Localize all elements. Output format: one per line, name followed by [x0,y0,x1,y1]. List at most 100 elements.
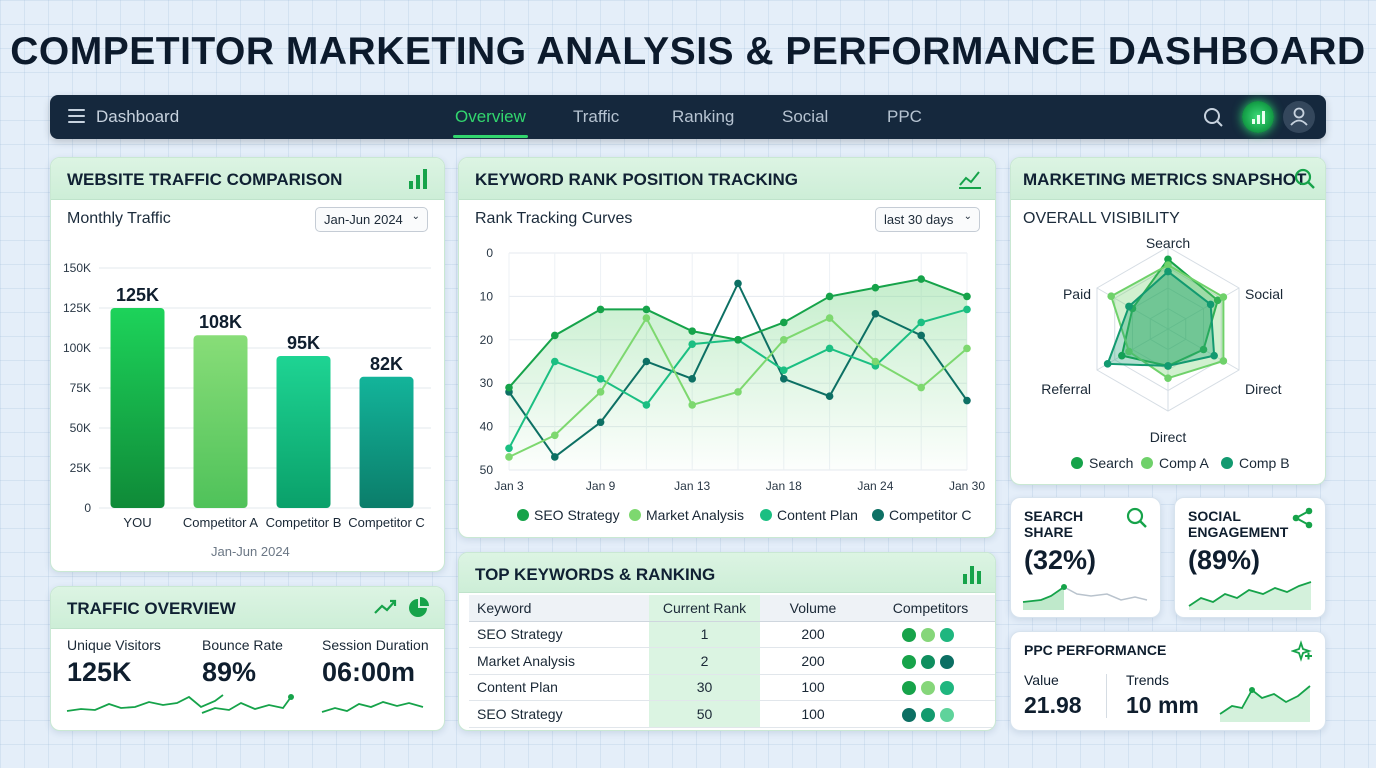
x-tick-label: Jan 18 [766,479,802,493]
rank-cell: 2 [649,647,760,675]
tab-overview[interactable]: Overview [453,107,528,138]
radar-axis-label: Direct [1245,381,1282,397]
rank-tracking-heading: KEYWORD RANK POSITION TRACKING [475,170,798,189]
top-nav: Dashboard Overview Traffic Ranking Socia… [50,95,1326,139]
series-point [917,331,925,340]
x-tick-label: Competitor B [266,515,342,530]
ppc-divider [1106,674,1107,718]
radar-point [1107,292,1115,300]
radar-point [1164,374,1172,382]
series-point [551,453,559,461]
radar-point [1125,347,1133,356]
keyword-cell: SEO Strategy [469,700,649,728]
bar-chart-icon [961,562,985,591]
keyword-cell: Market Analysis [469,647,649,675]
series-point [688,327,696,335]
unique-visitors-value: 125K [67,657,132,687]
series-point [734,279,742,288]
trend-chart-icon [957,167,983,196]
radar-point [1219,357,1228,365]
user-avatar-icon[interactable] [1283,101,1315,133]
x-tick-label: Competitor C [348,515,425,530]
series-point [734,388,742,396]
bounce-rate-value: 89% [202,657,257,687]
series-point [551,431,559,440]
bounce-rate-label: Bounce Rate [202,637,283,653]
series-point [963,396,971,405]
menu-icon[interactable] [68,109,85,123]
y-tick-label: 10 [480,289,494,303]
traffic-subtitle: Monthly Traffic [67,210,171,227]
series-point [596,418,605,427]
competitors-cell [866,621,995,648]
session-duration-value: 06:00m [322,657,416,687]
volume-cell: 200 [760,621,866,648]
table-row[interactable]: SEO Strategy 50 100 [469,700,995,728]
tab-ranking[interactable]: Ranking [672,107,735,126]
traffic-sparklines [66,694,424,714]
bar [276,356,331,508]
series-point [642,357,651,366]
volume-cell: 100 [760,674,866,701]
social-engagement-heading-2: ENGAGEMENT [1188,524,1289,540]
competitor-dot [921,628,935,643]
share-icon [1291,506,1315,535]
metrics-snapshot-card: MARKETING METRICS SNAPSHOT OVERALL VISIB… [1010,157,1326,485]
table-row[interactable]: Market Analysis 2 200 [469,647,995,675]
y-tick-label: 125K [63,301,91,315]
series-point [688,401,696,409]
radar-axis-label: Paid [1063,286,1091,302]
search-share-sparkline [1022,584,1148,610]
nav-brand[interactable]: Dashboard [96,107,180,126]
legend-swatch [1071,457,1083,469]
traffic-comparison-card: WEBSITE TRAFFIC COMPARISON Monthly Traff… [50,157,445,572]
table-row[interactable]: Content Plan 30 100 [469,674,995,701]
radar-point [1164,267,1172,276]
search-icon [1293,167,1317,196]
x-tick-label: Competitor A [183,515,258,530]
competitor-dot [940,654,954,669]
series-point [780,336,788,344]
series-point [917,275,925,283]
col-current-rank: Current Rank [649,595,760,622]
competitor-dot [940,707,954,722]
legend-swatch [872,509,884,521]
overall-visibility-label: OVERALL VISIBILITY [1023,210,1180,227]
social-engagement-heading-1: SOCIAL [1188,508,1241,524]
traffic-overview-heading: TRAFFIC OVERVIEW [67,599,236,618]
keywords-table: Keyword Current Rank Volume Competitors … [469,595,995,728]
tab-social[interactable]: Social [782,107,829,126]
rank-tracking-card: KEYWORD RANK POSITION TRACKING Rank Trac… [458,157,996,538]
signal-icon[interactable] [1242,101,1274,133]
y-tick-label: 0 [486,246,493,260]
traffic-range-dropdown[interactable]: Jan-Jun 2024 ⌄ [315,207,428,232]
radar-point [1103,360,1112,368]
rank-range-dropdown[interactable]: last 30 days ⌄ [875,207,980,232]
x-tick-label: Jan 13 [674,479,710,493]
table-row[interactable]: SEO Strategy 1 200 [469,621,995,648]
series-point [505,453,513,461]
x-tick-label: Jan 30 [949,479,985,493]
ppc-value: 21.98 [1024,692,1082,718]
rank-cell: 1 [649,621,760,648]
y-tick-label: 75K [70,381,91,395]
tab-ppc[interactable]: PPC [887,107,922,126]
social-engagement-sparkline [1188,581,1312,610]
bar-data-label: 125K [116,285,159,305]
pie-chart-icon [407,596,431,625]
tab-traffic[interactable]: Traffic [573,107,620,126]
col-keyword: Keyword [469,595,649,622]
legend-label: Content Plan [777,507,858,523]
volume-cell: 100 [760,700,866,728]
search-icon[interactable] [1197,101,1229,133]
legend-label: Comp A [1159,455,1209,471]
ppc-value-label: Value [1024,672,1059,688]
series-point [596,375,605,383]
volume-cell: 200 [760,647,866,675]
ppc-performance-card: PPC PERFORMANCE Value 21.98 Trends 10 mm [1010,631,1326,731]
trend-up-icon [373,596,399,625]
seo-strategy-area [509,279,967,470]
radar-point [1164,362,1172,370]
series-point [963,292,971,301]
rank-cell: 50 [649,700,760,728]
